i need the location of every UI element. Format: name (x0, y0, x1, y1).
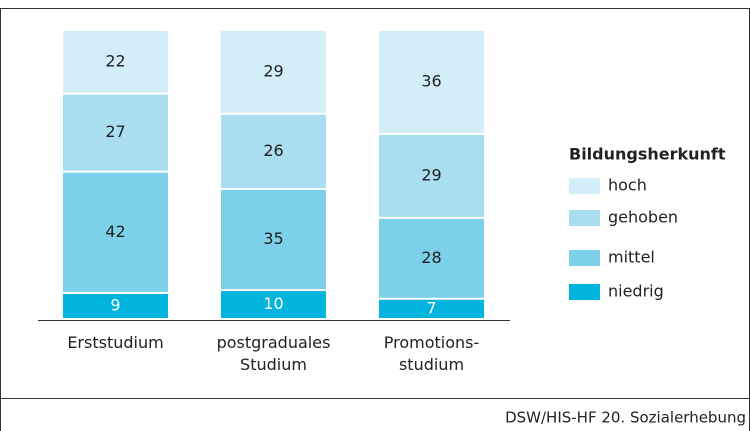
x-tick-label: Erststudium (67, 333, 163, 352)
bar-segment (221, 114, 326, 188)
bar-segment (379, 218, 484, 298)
data-label: 10 (263, 294, 283, 313)
data-label: 29 (263, 61, 283, 80)
legend-label: niedrig (608, 282, 664, 301)
legend-swatch (569, 284, 600, 300)
data-label: 36 (421, 72, 441, 91)
bar-segment (379, 135, 484, 217)
bar-segment (63, 293, 168, 318)
legend-swatch (569, 178, 600, 194)
data-label: 22 (105, 51, 125, 70)
data-label: 28 (421, 248, 441, 267)
data-label: 7 (426, 298, 436, 317)
bar-segment (221, 291, 326, 318)
legend-label: gehoben (608, 208, 678, 227)
legend-swatch (569, 250, 600, 266)
source: DSW/HIS-HF 20. Sozialerhebung (505, 409, 746, 427)
data-label: 9 (110, 295, 120, 314)
bar-segment (221, 31, 326, 113)
data-label: 42 (105, 222, 125, 241)
bar-segment (63, 172, 168, 292)
bar-segment (221, 189, 326, 290)
data-label: 26 (263, 141, 283, 160)
bar-segment (379, 299, 484, 318)
legend-label: hoch (608, 176, 647, 195)
bar-segment (63, 31, 168, 93)
x-tick-label: postgraduales Studium (217, 333, 331, 374)
data-label: 29 (421, 165, 441, 184)
legend-label: mittel (608, 248, 655, 267)
legend-title: Bildungsherkunft (569, 145, 726, 164)
bar-segment (379, 31, 484, 134)
data-label: 35 (263, 229, 283, 248)
legend-swatch (569, 210, 600, 226)
data-label: 27 (105, 122, 125, 141)
bar-segment (63, 94, 168, 171)
x-tick-label: Promotions-studium (384, 333, 480, 374)
